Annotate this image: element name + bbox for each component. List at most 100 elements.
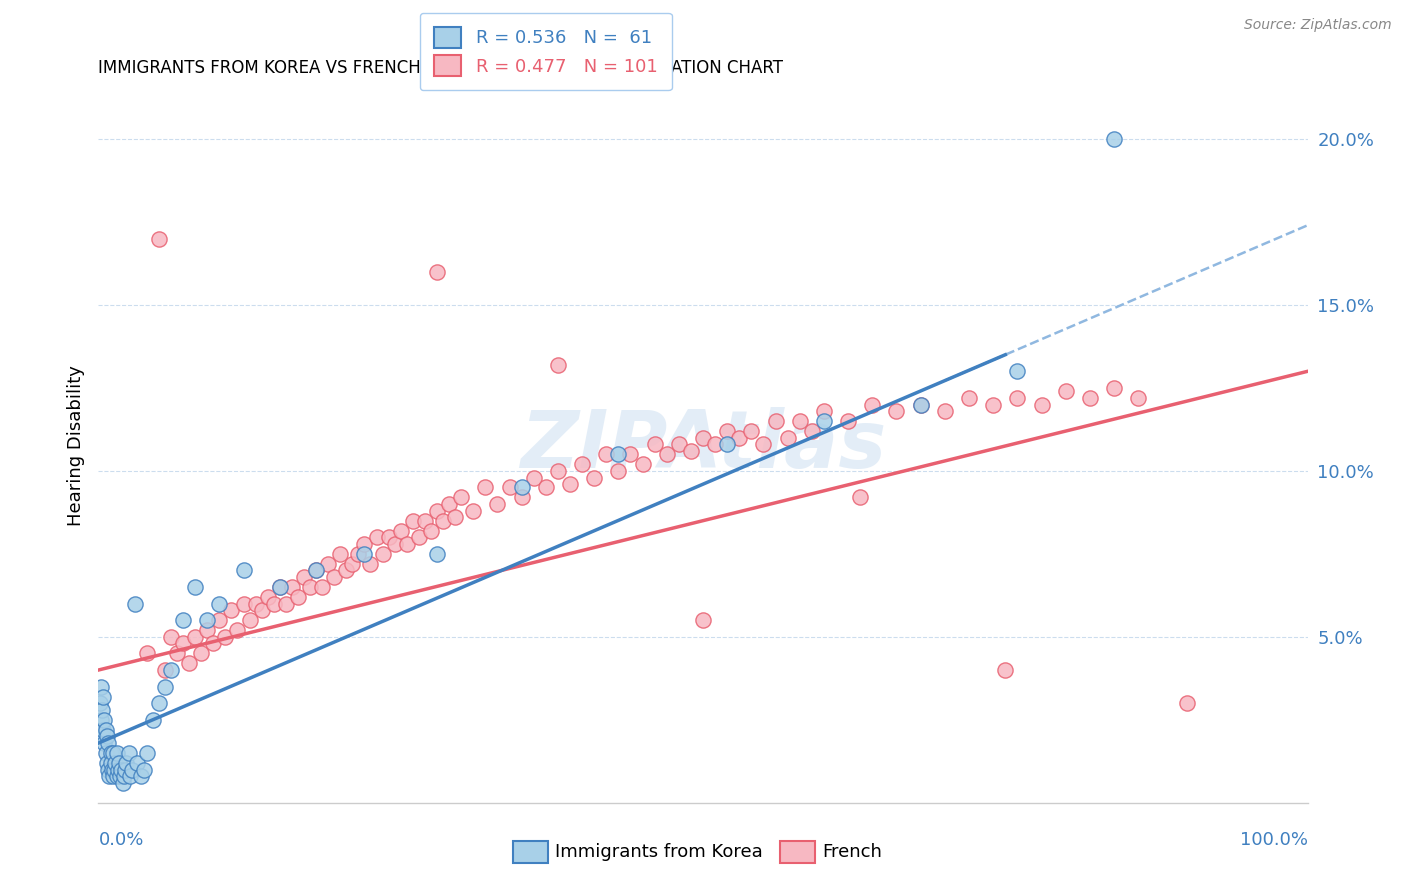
Point xyxy=(752,437,775,451)
Point xyxy=(195,624,218,638)
Point xyxy=(195,613,218,627)
Point xyxy=(90,680,112,694)
Point xyxy=(366,530,388,544)
Point xyxy=(413,514,436,528)
Point xyxy=(981,397,1004,411)
Point xyxy=(510,491,533,505)
Point xyxy=(353,537,375,551)
Point xyxy=(108,769,131,783)
Point xyxy=(679,444,702,458)
Point xyxy=(299,580,322,594)
Point xyxy=(463,504,485,518)
Point xyxy=(184,630,207,644)
Point xyxy=(619,447,641,461)
Point xyxy=(97,736,120,750)
Point xyxy=(444,510,467,524)
Point xyxy=(148,696,170,710)
Point xyxy=(384,537,406,551)
Text: 0.0%: 0.0% xyxy=(98,831,143,849)
Point xyxy=(692,431,714,445)
Text: 100.0%: 100.0% xyxy=(1240,831,1308,849)
Point xyxy=(121,763,143,777)
Point xyxy=(90,713,112,727)
Point xyxy=(765,414,787,428)
Point xyxy=(110,763,132,777)
Point xyxy=(1054,384,1077,399)
Point xyxy=(426,547,449,561)
Point xyxy=(232,564,254,578)
Point xyxy=(160,630,183,644)
Point xyxy=(100,756,122,770)
Point xyxy=(172,636,194,650)
Text: IMMIGRANTS FROM KOREA VS FRENCH HEARING DISABILITY CORRELATION CHART: IMMIGRANTS FROM KOREA VS FRENCH HEARING … xyxy=(98,59,783,77)
Point xyxy=(934,404,956,418)
Point xyxy=(98,769,121,783)
Point xyxy=(692,613,714,627)
Point xyxy=(776,431,799,445)
Point xyxy=(474,481,496,495)
Point xyxy=(202,636,225,650)
Point xyxy=(910,397,932,411)
Point xyxy=(100,746,122,760)
Point xyxy=(329,547,352,561)
Point xyxy=(91,723,114,737)
Point xyxy=(172,613,194,627)
Point xyxy=(631,457,654,471)
Point xyxy=(305,564,328,578)
Point xyxy=(269,580,291,594)
Point xyxy=(127,756,149,770)
Point xyxy=(250,603,273,617)
Text: French: French xyxy=(823,843,883,862)
Text: Immigrants from Korea: Immigrants from Korea xyxy=(555,843,763,862)
Point xyxy=(97,763,120,777)
Point xyxy=(135,746,157,760)
Text: ZIPAtlas: ZIPAtlas xyxy=(520,407,886,485)
Point xyxy=(1175,696,1198,710)
Point xyxy=(789,414,811,428)
Point xyxy=(111,776,134,790)
Point xyxy=(1102,381,1125,395)
Point xyxy=(134,763,156,777)
Point xyxy=(347,547,370,561)
Point xyxy=(813,404,835,418)
Point xyxy=(607,447,630,461)
Point xyxy=(523,470,546,484)
Point xyxy=(837,414,859,428)
Point xyxy=(184,580,207,594)
Point xyxy=(91,690,114,704)
Point xyxy=(148,231,170,245)
Point xyxy=(101,769,124,783)
Point xyxy=(353,547,375,561)
Point xyxy=(323,570,346,584)
Point xyxy=(704,437,727,451)
Point xyxy=(395,537,418,551)
Point xyxy=(100,763,122,777)
Point xyxy=(226,624,249,638)
Point xyxy=(389,524,412,538)
Point xyxy=(114,763,136,777)
Point xyxy=(190,647,212,661)
Point xyxy=(432,514,454,528)
Point xyxy=(1007,391,1029,405)
Point xyxy=(142,713,165,727)
Point xyxy=(108,756,131,770)
Point xyxy=(558,477,581,491)
Point xyxy=(124,597,146,611)
Point xyxy=(910,397,932,411)
Point xyxy=(153,663,176,677)
Point xyxy=(89,696,111,710)
Point xyxy=(93,713,115,727)
Point xyxy=(101,746,124,760)
Point xyxy=(112,769,135,783)
Legend: R = 0.536   N =  61, R = 0.477   N = 101: R = 0.536 N = 61, R = 0.477 N = 101 xyxy=(420,12,672,90)
Point xyxy=(292,570,315,584)
Point xyxy=(115,756,138,770)
Point xyxy=(105,746,128,760)
Point xyxy=(232,597,254,611)
Text: Source: ZipAtlas.com: Source: ZipAtlas.com xyxy=(1244,18,1392,32)
Point xyxy=(256,590,278,604)
Point xyxy=(655,447,678,461)
Point xyxy=(450,491,472,505)
Point xyxy=(595,447,617,461)
Point xyxy=(547,464,569,478)
